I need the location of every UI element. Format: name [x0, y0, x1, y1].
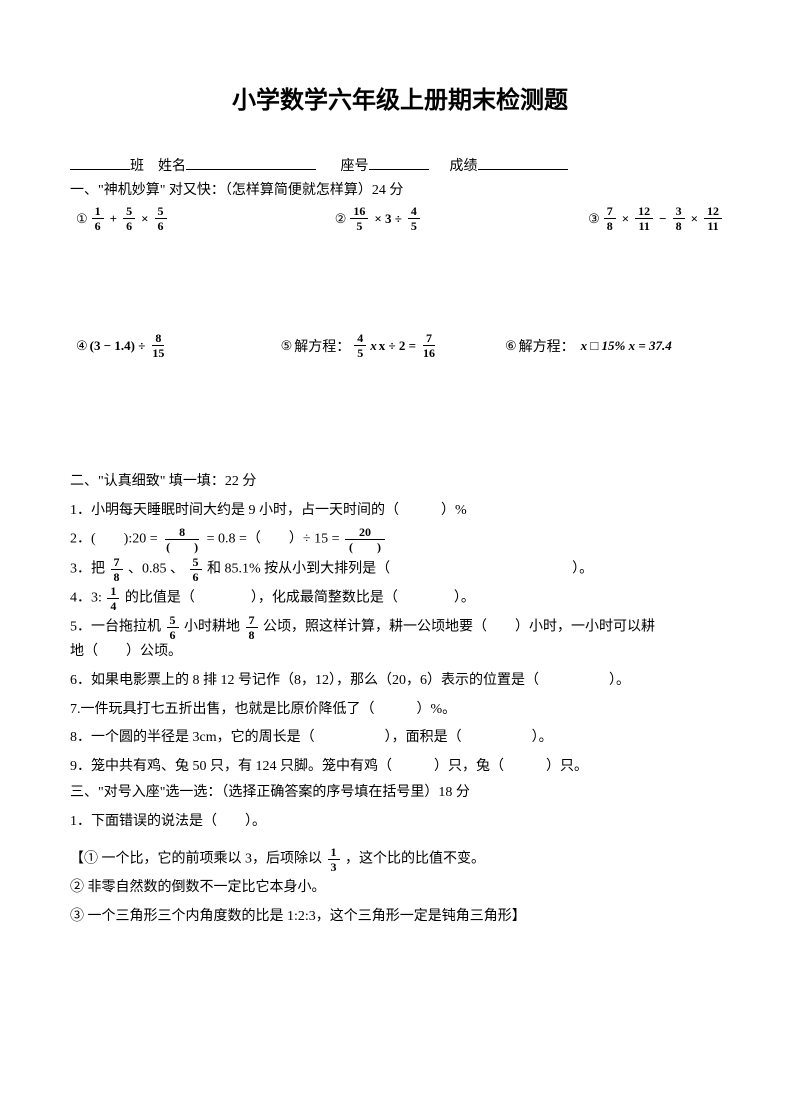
q2-7: 7.一件玩具打七五折出售，也就是比原价降低了（ ）%。	[70, 697, 730, 724]
section3-head: 三、"对号入座"选一选：（选择正确答案的序号填在括号里）18 分	[70, 780, 730, 807]
name-blank[interactable]	[186, 156, 316, 170]
sec1-row2: ④ (3 − 1.4) ÷ 815 ⑤解方程： 45 x x ÷ 2 = 716…	[70, 332, 730, 359]
class-suffix: 班	[130, 159, 144, 174]
expr-6-text: x □ 15% x = 37.4	[581, 338, 672, 354]
q3-opt1: 【① 一个比，它的前项乘以 3，后项除以 13 ，这个比的比值不变。	[70, 846, 730, 873]
seat-blank[interactable]	[369, 156, 429, 170]
solve-label-6: 解方程：	[519, 336, 575, 356]
q2-5b: 地（ ）公顷。	[70, 639, 730, 666]
q2-5: 5．一台拖拉机 56 小时耕地 78 公顷，照这样计算，耕一公顷地要（ ）小时，…	[70, 614, 730, 641]
q2-2: 2．( ):20 = 8( ) = 0.8 =（ ）÷ 15 = 20( )	[70, 526, 730, 553]
q2-6: 6．如果电影票上的 8 排 12 号记作（8，12），那么（20，6）表示的位置…	[70, 668, 730, 695]
expr-4: ④ (3 − 1.4) ÷ 815	[76, 332, 281, 359]
q3-opt3: ③ 一个三角形三个内角度数的比是 1:2:3，这个三角形一定是钝角三角形】	[70, 904, 730, 931]
q2-4: 4．3: 14 的比值是（ ），化成最简整数比是（ ）。	[70, 585, 730, 612]
q3-opt2: ② 非零自然数的倒数不一定比它本身小。	[70, 875, 730, 902]
circ-2: ②	[335, 211, 347, 227]
expr-4-text: (3 − 1.4) ÷	[90, 338, 146, 354]
expr-1: ① 16 + 56 × 56	[76, 205, 169, 232]
expr-5: ⑤解方程： 45 x x ÷ 2 = 716	[281, 332, 505, 359]
page: 小学数学六年级上册期末检测题 班 姓名 座号 成绩 一、"神机妙算" 对又快：（…	[0, 0, 800, 1120]
expr-3: ③ 78 × 1211 − 38 × 1211	[588, 205, 724, 232]
section2-head: 二、"认真细致" 填一填：22 分	[70, 469, 730, 496]
q2-8: 8．一个圆的半径是 3cm，它的周长是（ ），面积是（ ）。	[70, 725, 730, 752]
circ-1: ①	[76, 211, 88, 227]
frac-8-blank: 8( )	[163, 526, 201, 553]
solve-label-5: 解方程：	[294, 336, 350, 356]
expr-2: ② 165 × 3 ÷ 45	[335, 205, 422, 232]
doc-title: 小学数学六年级上册期末检测题	[70, 80, 730, 115]
q2-3: 3．把 78 、0.85 、 56 和 85.1% 按从小到大排列是（ ）。	[70, 556, 730, 583]
workspace-gap	[70, 359, 730, 469]
q3-1: 1．下面错误的说法是（ ）。	[70, 809, 730, 836]
circ-4: ④	[76, 338, 88, 354]
class-blank[interactable]	[70, 156, 130, 170]
name-label: 姓名	[158, 159, 186, 174]
q2-1: 1．小明每天睡眠时间大约是 9 小时，占一天时间的（ ）%	[70, 498, 730, 525]
circ-6: ⑥	[505, 338, 517, 354]
seat-label: 座号	[341, 159, 369, 174]
section1-head: 一、"神机妙算" 对又快：（怎样算简便就怎样算）24 分	[70, 179, 730, 199]
circ-5: ⑤	[281, 338, 293, 354]
circ-3: ③	[588, 211, 600, 227]
q2-9: 9．笼中共有鸡、兔 50 只，有 124 只脚。笼中有鸡（ ）只，兔（ ）只。	[70, 754, 730, 781]
expr-5-tail: x ÷ 2 =	[379, 338, 416, 354]
student-info-line: 班 姓名 座号 成绩	[70, 155, 730, 175]
expr-6: ⑥解方程： x □ 15% x = 37.4	[505, 332, 672, 359]
sec1-row1: ① 16 + 56 × 56 ② 165 × 3 ÷ 45 ③ 78 × 121…	[70, 205, 730, 232]
frac-20-blank: 20( )	[345, 526, 385, 553]
score-label: 成绩	[450, 159, 478, 174]
score-blank[interactable]	[478, 156, 568, 170]
